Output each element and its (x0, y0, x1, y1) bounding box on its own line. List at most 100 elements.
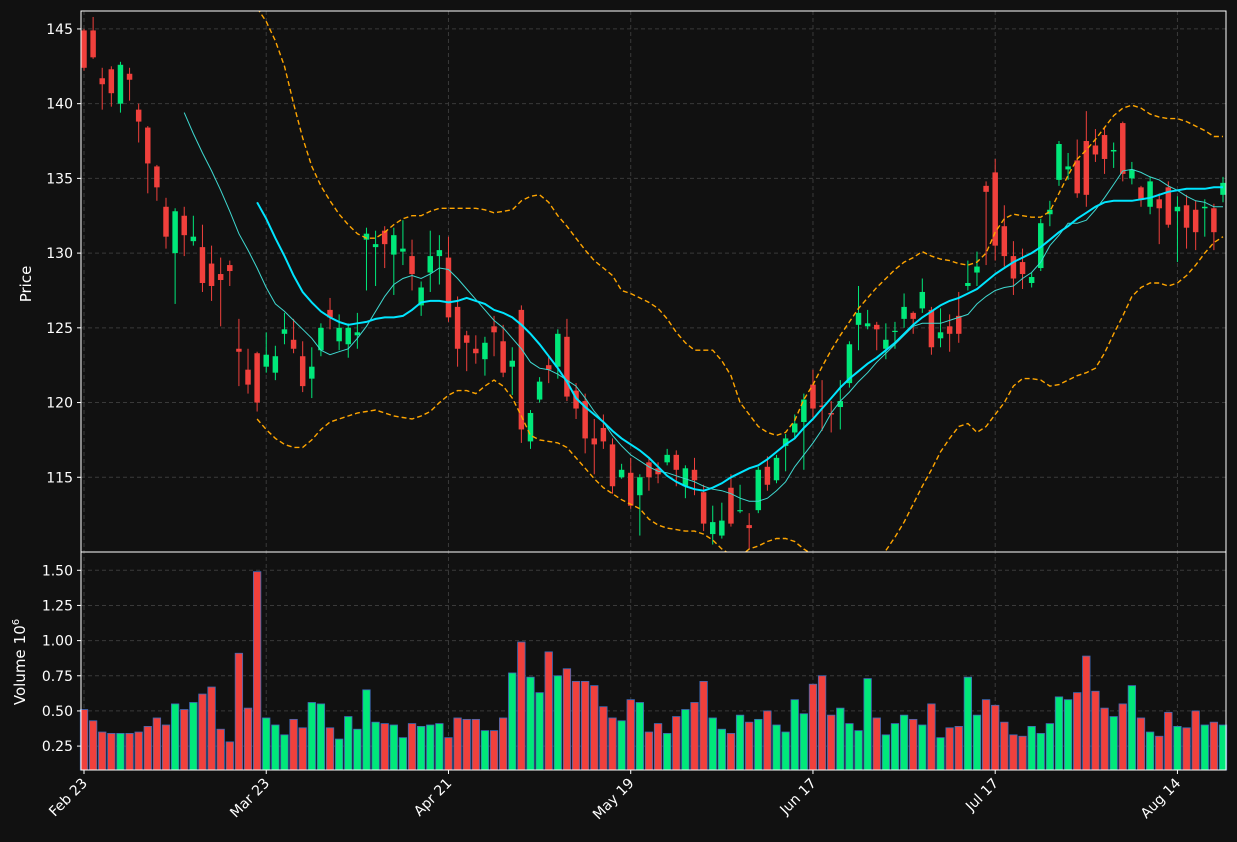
candle-body (217, 274, 224, 281)
volume-bar (289, 718, 298, 771)
volume-bar (781, 731, 790, 771)
candle-body (135, 109, 142, 122)
volume-bar (608, 717, 617, 771)
candle-body (573, 390, 579, 409)
volume-bar (344, 716, 353, 771)
volume-bar (189, 702, 198, 771)
candle-body (181, 215, 187, 236)
candle-body (236, 348, 242, 352)
candle-body (172, 211, 178, 254)
candle-body (436, 250, 443, 257)
volume-bar (252, 571, 262, 771)
volume-tick-label: 1.50 (42, 563, 73, 579)
candle-body (864, 323, 871, 327)
volume-bar (590, 685, 599, 771)
candle-body (1165, 187, 1172, 225)
volume-tick-label: 0.25 (42, 739, 73, 755)
volume-axis-label-text: Volume (11, 649, 29, 705)
candle-body (737, 510, 743, 512)
volume-bar (562, 668, 572, 771)
axes-frame (80, 10, 1227, 771)
candle-body (409, 256, 415, 275)
candle-body (682, 468, 689, 487)
candle-body (208, 263, 215, 286)
volume-bar (307, 702, 316, 771)
candle-body (1028, 277, 1035, 283)
candle-body (90, 30, 96, 58)
volume-bar (1118, 703, 1127, 771)
volume-bar (243, 707, 253, 771)
candle-body (391, 235, 397, 255)
candle-body (782, 438, 789, 446)
candle-body (691, 469, 698, 481)
volume-bar (152, 717, 162, 771)
volume-axis-multiplier: 10 (11, 625, 29, 644)
volume-bar (571, 680, 581, 771)
candle-body (792, 423, 798, 433)
volume-bar (581, 680, 590, 771)
volume-bar (116, 733, 125, 771)
volume-bar (444, 737, 453, 771)
candle-body (1174, 206, 1181, 212)
volume-bar (599, 706, 608, 771)
volume-bar (380, 723, 389, 771)
volume-bar (954, 726, 963, 771)
price-axis-label: Price (17, 266, 35, 303)
volume-bar (1200, 724, 1209, 771)
candle-body (1220, 182, 1226, 195)
overlay-lines (183, 11, 1224, 552)
candle-body (126, 73, 133, 80)
volume-bar (234, 652, 244, 771)
volume-bar (772, 724, 781, 771)
candle-body (564, 336, 570, 397)
volume-bar (198, 693, 207, 771)
volume-bar (1191, 710, 1200, 771)
volume-bar (672, 716, 681, 771)
volume-bar (735, 714, 745, 771)
candle-body (518, 309, 525, 430)
volume-bar (717, 728, 726, 771)
volume-bar (745, 721, 754, 771)
candle-body (928, 309, 935, 348)
volume-bar (1109, 716, 1118, 771)
fast-average-line (183, 112, 1223, 502)
volume-bar (1091, 690, 1100, 771)
candle-body (1110, 149, 1117, 152)
candle-body (591, 438, 598, 445)
volume-bar (362, 689, 371, 771)
volume-bar (353, 728, 362, 771)
volume-bar (398, 737, 408, 771)
candle-body (381, 230, 388, 245)
volume-bar (681, 709, 690, 771)
price-tick-label: 130 (46, 246, 73, 262)
candle-body (99, 78, 105, 85)
volume-tick-label: 1.00 (42, 634, 73, 650)
volume-bar (799, 713, 808, 771)
volume-bar (881, 734, 890, 771)
price-tick-label: 145 (46, 22, 73, 38)
price-tick-label: 140 (46, 97, 73, 113)
volume-bar (553, 675, 562, 771)
volume-bar (207, 686, 216, 771)
volume-bar (535, 692, 544, 771)
volume-bar (854, 730, 863, 771)
candle-body (281, 329, 288, 334)
candle-body (536, 381, 543, 400)
candle-body (801, 399, 807, 422)
volume-bar (499, 717, 508, 771)
volume-bar (170, 703, 180, 771)
candle-body (855, 312, 862, 325)
slow-average-line (256, 186, 1223, 492)
volume-bar (298, 727, 307, 771)
candle-body (1038, 223, 1044, 269)
volume-bar (827, 714, 836, 771)
candle-body (500, 341, 506, 373)
volume-bar (471, 718, 480, 771)
volume-bar (690, 702, 699, 771)
candle-body (154, 166, 160, 188)
candle-body (637, 477, 643, 496)
volume-bar (389, 724, 398, 771)
candle-body (1065, 166, 1071, 170)
volume-bar (836, 707, 845, 771)
volume-bar (1173, 726, 1182, 771)
